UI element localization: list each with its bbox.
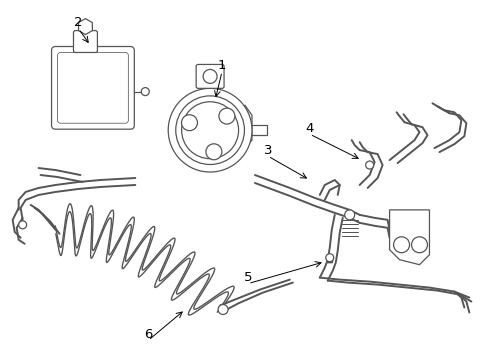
Text: 5: 5 [243, 271, 252, 284]
Polygon shape [389, 210, 428, 265]
FancyBboxPatch shape [196, 64, 224, 88]
Circle shape [181, 115, 197, 131]
FancyBboxPatch shape [51, 46, 134, 129]
Text: 6: 6 [144, 328, 152, 341]
Circle shape [411, 237, 427, 253]
Circle shape [219, 108, 234, 124]
Circle shape [19, 221, 26, 229]
Circle shape [168, 88, 251, 172]
Text: 3: 3 [263, 144, 272, 157]
Text: 2: 2 [74, 16, 82, 29]
Text: 1: 1 [217, 59, 226, 72]
Text: 4: 4 [305, 122, 313, 135]
FancyBboxPatch shape [73, 31, 97, 53]
Circle shape [205, 144, 222, 160]
Circle shape [203, 69, 217, 84]
Circle shape [141, 87, 149, 95]
Circle shape [365, 161, 373, 169]
Circle shape [344, 210, 354, 220]
Circle shape [218, 305, 227, 315]
Circle shape [325, 254, 333, 262]
Circle shape [393, 237, 408, 253]
